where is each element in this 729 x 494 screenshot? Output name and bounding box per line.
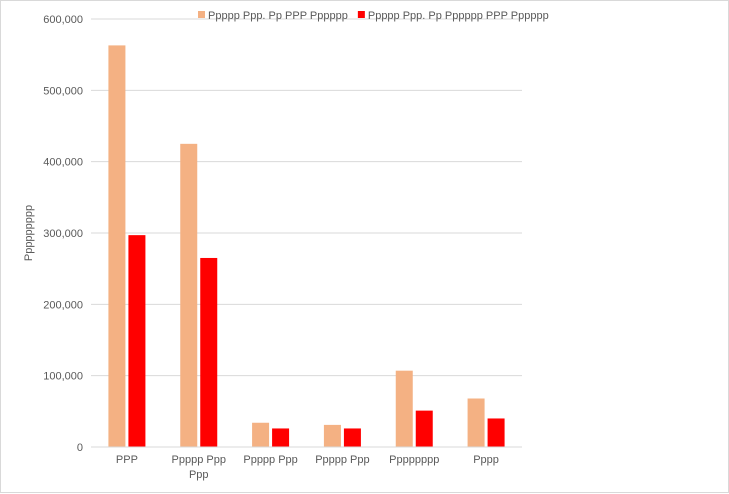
- bar-series-2: [272, 428, 290, 447]
- y-tick-label: 400,000: [43, 157, 83, 169]
- bar-series-1: [323, 424, 341, 447]
- y-tick-label: 600,000: [43, 14, 83, 26]
- bar-series-2: [487, 418, 505, 447]
- bar-series-1: [395, 370, 413, 447]
- bar-series-2: [128, 235, 146, 447]
- bar-series-2: [200, 257, 218, 447]
- gridlines: [91, 18, 522, 377]
- bar-series-2: [415, 410, 433, 447]
- legend: Ppppp Ppp. Pp PPP Pppppp Ppppp Ppp. Pp Pp…: [198, 10, 549, 22]
- x-axis-ticks: PPP Ppppp Ppp Ppp Ppppp Ppp Ppppp Ppp Ppppppp…: [116, 454, 499, 481]
- legend-label: Ppppp Ppp. Pp PPP Pppppp: [208, 10, 348, 22]
- bar-series-1: [467, 398, 485, 447]
- legend-swatch: [357, 11, 365, 18]
- bar-series-1: [252, 422, 270, 447]
- bar-series-1: [108, 45, 126, 447]
- x-tick-label: Pppppppp: [389, 454, 439, 466]
- x-tick-label: Ppppp Ppp: [172, 454, 226, 466]
- y-axis-label: Ppppppppp: [23, 205, 35, 261]
- y-tick-label: 300,000: [43, 228, 83, 240]
- y-tick-label: 500,000: [43, 85, 83, 97]
- bar-series-2: [343, 428, 361, 447]
- legend-swatch: [198, 11, 205, 18]
- legend-label: Ppppp Ppp. Pp Pppppp PPP Pppppp: [368, 10, 549, 22]
- y-axis-ticks: 0 100,000 200,000 300,000 400,000 500,000 600,…: [43, 14, 83, 454]
- x-tick-label: Ppp: [189, 469, 209, 481]
- x-tick-label: Ppppp Ppp: [315, 454, 369, 466]
- bars: [108, 45, 505, 448]
- x-tick-label: Pppp: [473, 454, 499, 466]
- y-tick-label: 200,000: [43, 299, 83, 311]
- x-tick-label: Ppppp Ppp: [243, 454, 297, 466]
- y-tick-label: 0: [77, 442, 83, 454]
- bar-series-1: [180, 143, 198, 448]
- x-tick-label: PPP: [116, 454, 138, 466]
- y-tick-label: 100,000: [43, 371, 83, 383]
